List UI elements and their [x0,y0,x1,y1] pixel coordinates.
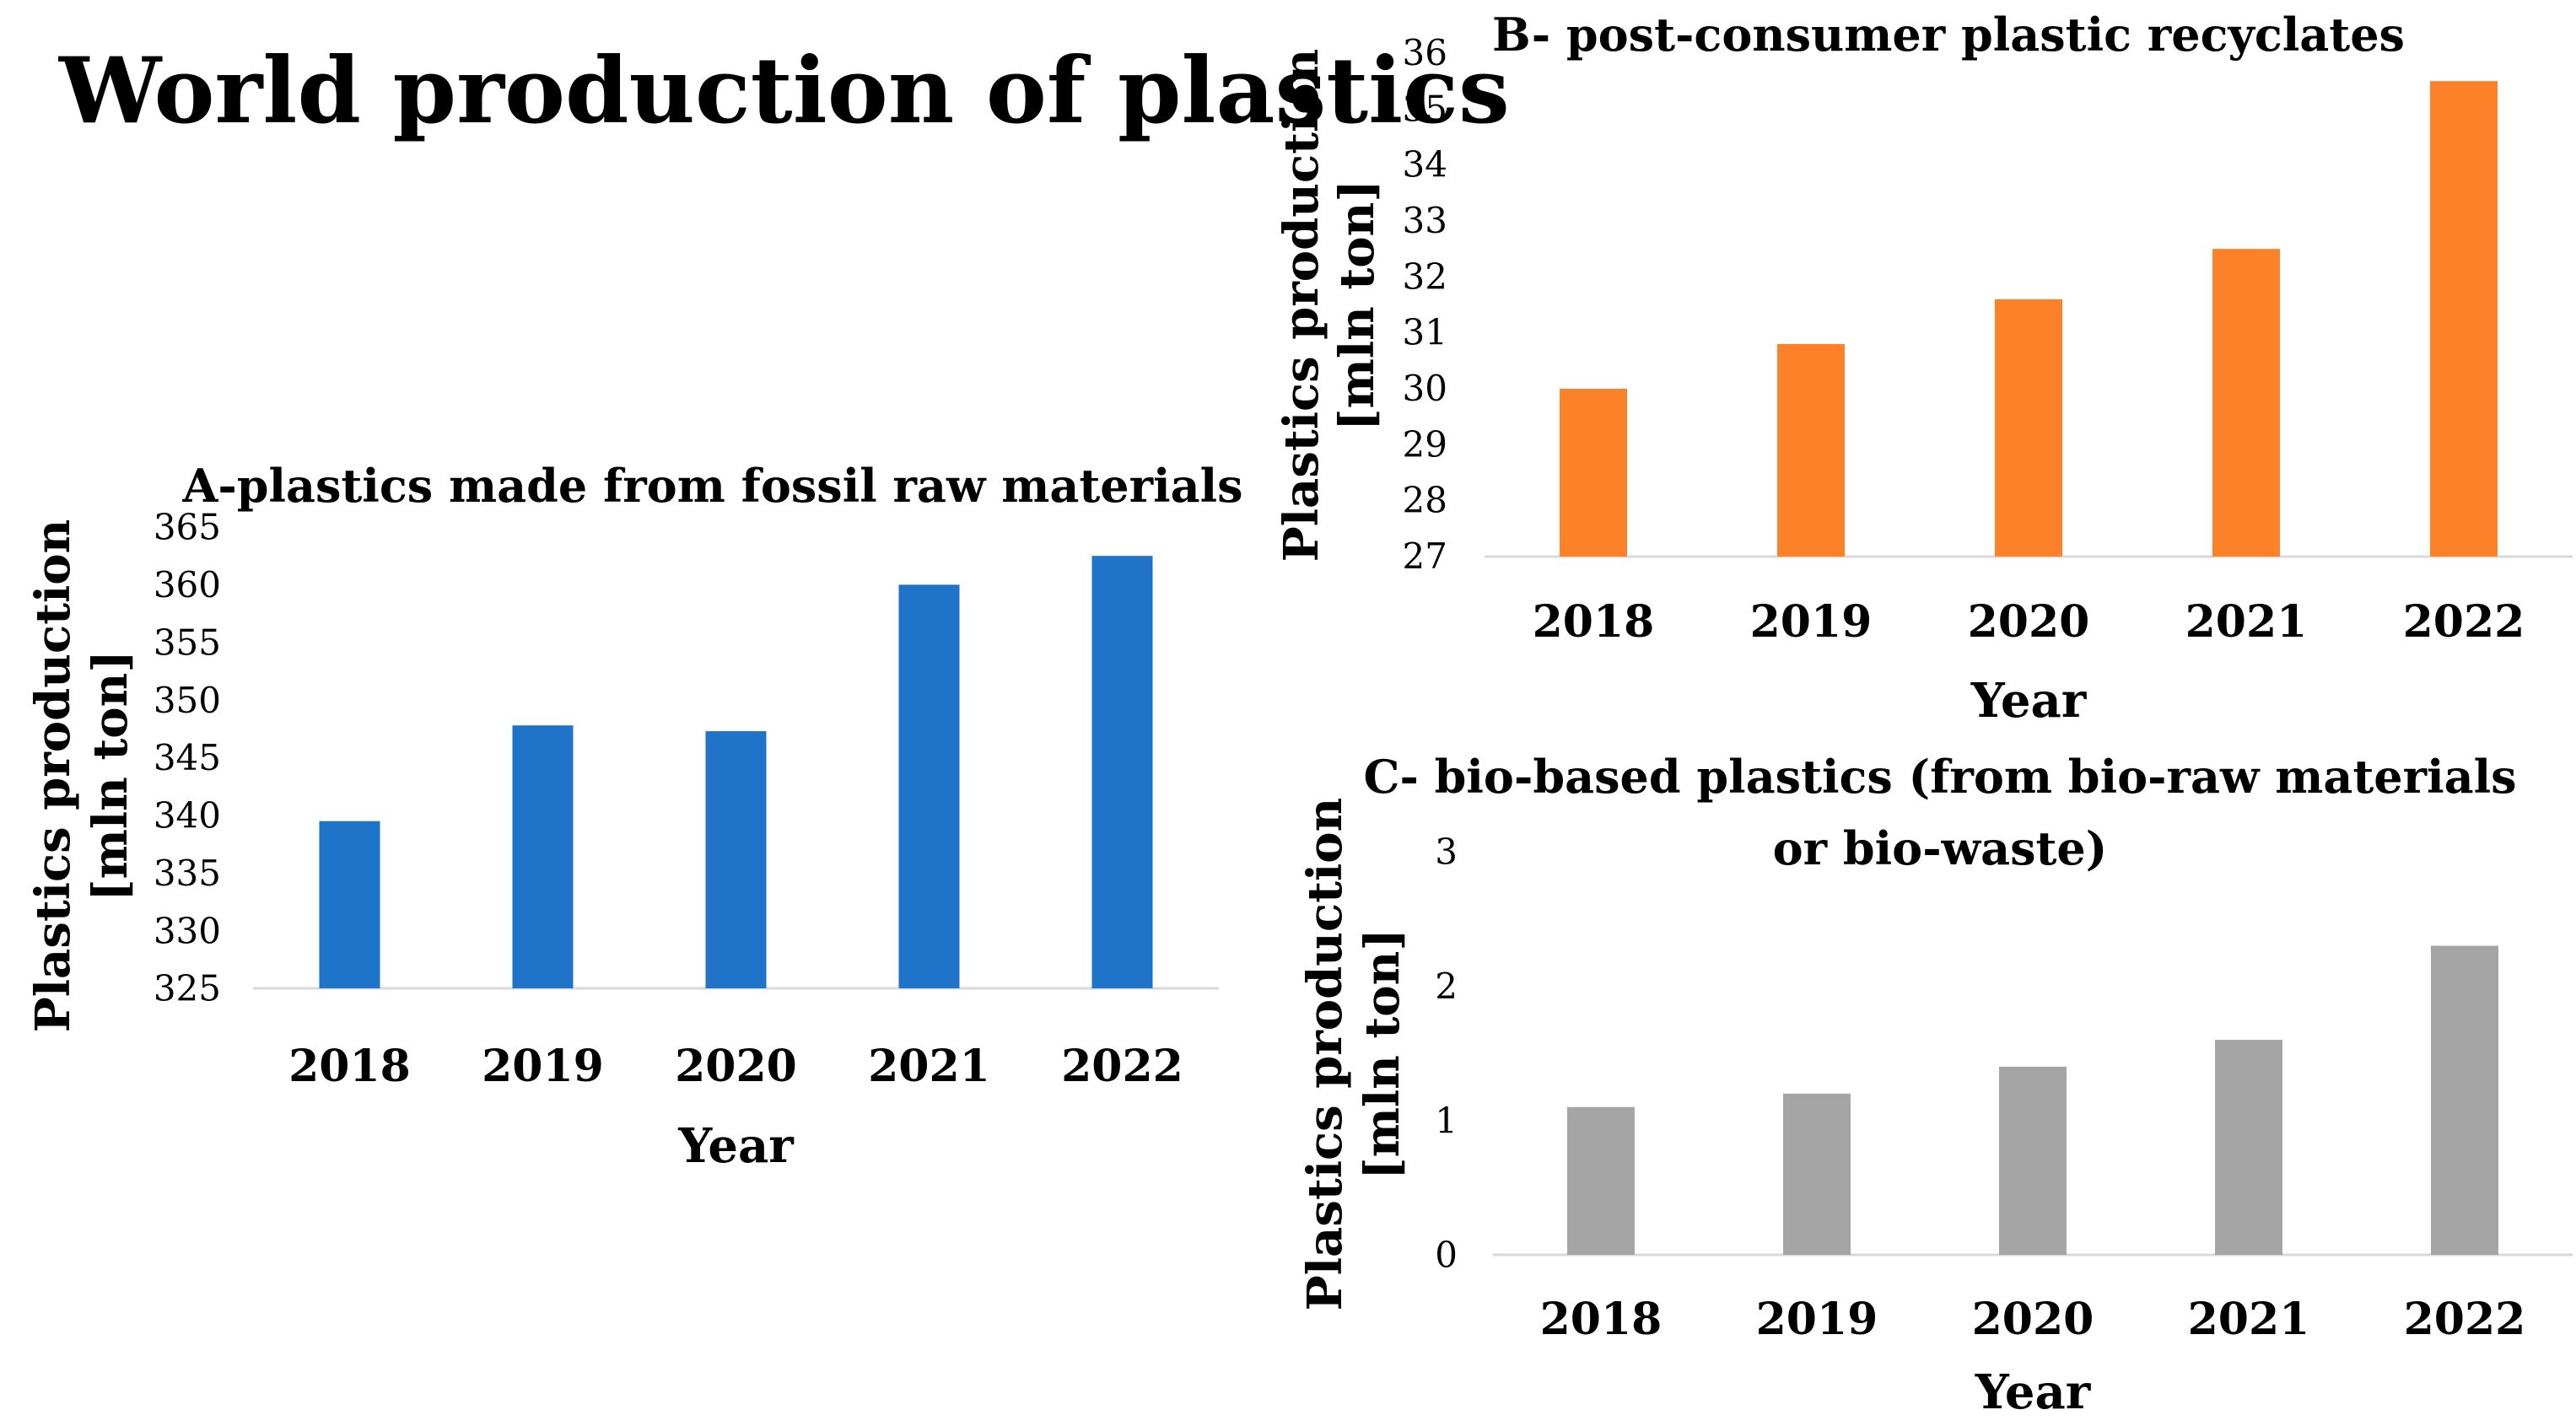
chart-b-ytick-label: 31 [1403,312,1447,353]
chart-b-ytick-label: 34 [1403,144,1447,186]
chart-a-ytick-label: 335 [154,853,221,894]
chart-b-xtick-label: 2019 [1750,596,1873,648]
chart-c-ytick-label: 2 [1435,966,1458,1007]
chart-c-y-axis-label-line: [mln ton] [1355,928,1410,1180]
chart-a-xtick-label: 2021 [868,1041,990,1092]
chart-a-ytick-label: 360 [154,564,221,605]
chart-c-x-axis-label: Year [1975,1364,2092,1420]
chart-c-bar-2018 [1567,1106,1635,1255]
chart-c-bar-2020 [1999,1066,2067,1255]
chart-a-ytick-label: 355 [154,622,221,663]
chart-b-ytick-label: 33 [1403,200,1447,241]
chart-c-bar-2019 [1783,1093,1851,1255]
chart-c-ytick-label: 3 [1435,831,1458,873]
chart-c-y-axis-label-line: Plastics production [1297,798,1353,1311]
chart-b-xtick-label: 2021 [2185,596,2308,648]
chart-a-xtick-label: 2019 [482,1041,604,1092]
chart-c-xtick-label: 2021 [2188,1294,2310,1345]
chart-c-xtick-label: 2020 [1972,1294,2094,1345]
chart-c-xtick-label: 2022 [2404,1294,2526,1345]
chart-b-bar-2018 [1560,389,1627,557]
main-title: World production of plastics [59,38,1510,144]
chart-b-xtick-label: 2020 [1968,596,2090,648]
chart-a-ytick-label: 330 [154,910,221,951]
chart-c-xtick-label: 2019 [1756,1294,1878,1345]
chart-b-xtick-label: 2018 [1533,596,1655,648]
chart-b-bar-2019 [1777,343,1845,557]
chart-a-ytick-label: 325 [154,968,221,1009]
chart-a-ytick-label: 345 [154,737,221,778]
chart-a-xtick-label: 2022 [1061,1041,1183,1092]
chart-a-bar-2018 [319,821,380,988]
chart-c-ytick-label: 0 [1435,1235,1458,1276]
chart-a-y-axis-label-line: [mln ton] [83,650,138,901]
chart-a-bar-2020 [705,731,767,988]
chart-c-bar-2022 [2431,945,2498,1255]
chart-c-bar-2021 [2215,1040,2282,1255]
chart-b-ytick-label: 28 [1403,480,1447,521]
chart-b-ytick-label: 32 [1403,256,1447,297]
chart-b-x-axis-label: Year [1970,673,2088,729]
chart-c-xtick-label: 2018 [1540,1294,1663,1345]
chart-c-title-line: or bio-waste) [1773,821,2108,875]
chart-b-title-line: B- post-consumer plastic recyclates [1492,8,2405,62]
chart-b-ytick-label: 36 [1403,32,1447,73]
chart-b-xtick-label: 2022 [2403,596,2525,648]
chart-a-ytick-label: 365 [154,507,221,548]
chart-b-ytick-label: 35 [1403,88,1447,129]
chart-c-ytick-label: 1 [1435,1100,1458,1141]
chart-b-bar-2022 [2430,81,2498,557]
chart-a-xtick-label: 2018 [288,1041,411,1092]
chart-a-bar-2019 [512,725,574,988]
chart-a-xtick-label: 2020 [675,1041,797,1092]
chart-a-bar-2021 [898,584,960,988]
chart-a-bar-2022 [1091,556,1153,988]
chart-a-ytick-label: 340 [154,795,221,837]
chart-a-title-line: A-plastics made from fossil raw material… [181,459,1242,513]
chart-b-ytick-label: 30 [1403,368,1447,409]
chart-b-y-axis-label-line: [mln ton] [1329,180,1385,431]
chart-c-title-line: C- bio-based plastics (from bio-raw mate… [1363,750,2516,804]
chart-b-y-axis-label-line: Plastics production [1274,49,1329,562]
chart-b-ytick-label: 27 [1403,535,1447,577]
chart-a-y-axis-label-line: Plastics production [25,519,81,1033]
chart-b-bar-2021 [2212,249,2280,557]
chart-a-x-axis-label: Year [677,1118,795,1174]
chart-a-ytick-label: 350 [154,680,221,721]
chart-b-bar-2020 [1995,299,2062,557]
chart-b-ytick-label: 29 [1403,423,1447,465]
